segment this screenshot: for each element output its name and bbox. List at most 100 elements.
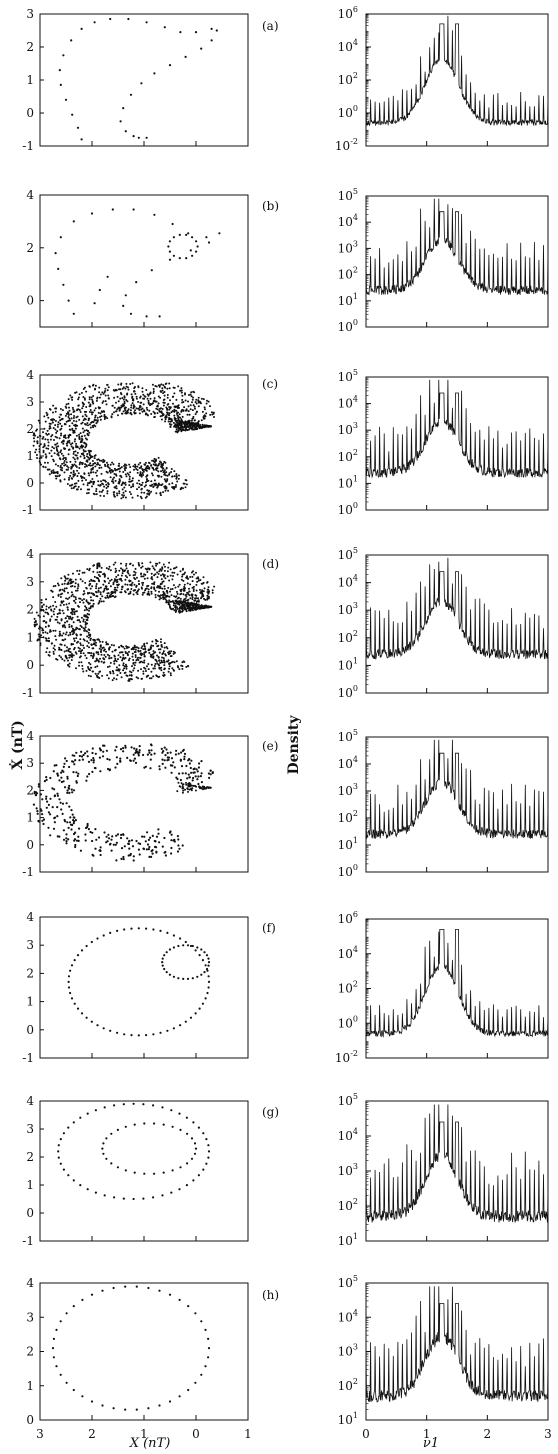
data-point	[71, 613, 74, 616]
data-point	[161, 581, 164, 583]
data-point	[61, 583, 64, 586]
data-point	[69, 633, 72, 636]
data-point	[165, 406, 168, 409]
data-point	[176, 590, 178, 593]
data-point	[169, 420, 172, 423]
data-point	[138, 661, 141, 664]
data-point	[205, 954, 209, 957]
data-point	[104, 390, 107, 392]
data-point	[183, 406, 186, 409]
data-point	[86, 645, 89, 647]
data-point	[82, 638, 85, 641]
data-point	[150, 413, 153, 415]
data-point	[54, 252, 57, 255]
data-point	[59, 83, 62, 86]
data-point	[42, 609, 45, 612]
data-point	[38, 457, 41, 460]
data-point	[89, 663, 92, 666]
y-tick-label: -1	[22, 865, 34, 879]
data-point	[210, 411, 213, 414]
data-point	[118, 409, 121, 412]
data-point	[85, 479, 87, 481]
data-point	[196, 580, 199, 583]
data-point	[139, 472, 142, 475]
data-point	[185, 764, 188, 768]
data-point	[141, 387, 144, 390]
data-point	[52, 411, 54, 414]
data-point	[123, 467, 126, 470]
data-point	[194, 949, 197, 952]
data-point	[151, 640, 154, 643]
data-point	[66, 606, 69, 609]
data-point	[105, 487, 108, 489]
data-point	[145, 136, 148, 139]
data-point	[164, 754, 167, 757]
data-point	[212, 411, 215, 414]
data-point	[194, 30, 198, 34]
data-point	[111, 592, 114, 595]
data-point	[132, 648, 135, 651]
data-point	[86, 750, 89, 753]
data-point	[67, 582, 70, 585]
data-point	[174, 753, 177, 756]
data-point	[120, 579, 123, 582]
x-tick-label: 0	[362, 1427, 370, 1441]
data-point	[80, 475, 82, 478]
data-point	[86, 640, 89, 643]
data-point	[119, 120, 122, 123]
data-point	[48, 452, 51, 455]
data-point	[102, 392, 105, 395]
data-point	[166, 478, 169, 481]
data-point	[126, 653, 129, 656]
data-point	[70, 413, 73, 416]
data-point	[172, 604, 175, 607]
data-point	[169, 407, 172, 410]
data-point	[169, 588, 172, 591]
data-point	[140, 465, 143, 468]
data-point	[168, 250, 171, 253]
data-point	[85, 460, 88, 463]
data-point	[59, 422, 62, 425]
data-point	[163, 674, 166, 676]
data-point	[134, 463, 137, 466]
data-point	[128, 480, 131, 483]
data-point	[158, 462, 161, 465]
data-point	[53, 613, 55, 616]
data-point	[200, 582, 203, 585]
data-point	[51, 446, 54, 448]
data-point	[75, 667, 77, 670]
x-tick-label: 1	[140, 1427, 148, 1441]
data-point	[91, 464, 94, 467]
data-point	[74, 845, 77, 849]
y-tick-label: -1	[22, 1051, 34, 1065]
data-point	[59, 588, 62, 591]
data-point	[202, 398, 205, 401]
data-point	[133, 583, 136, 586]
data-point	[78, 827, 81, 830]
data-point	[71, 823, 74, 827]
data-point	[67, 398, 70, 401]
data-point	[62, 603, 65, 606]
data-point	[147, 490, 150, 493]
data-point	[95, 493, 98, 496]
data-point	[85, 944, 88, 948]
data-point	[72, 411, 75, 413]
data-point	[112, 481, 115, 484]
data-point	[88, 423, 91, 426]
data-point	[109, 463, 112, 466]
data-point	[93, 409, 96, 412]
data-point	[173, 661, 176, 664]
data-point	[57, 464, 60, 467]
data-point	[185, 483, 188, 486]
data-point	[97, 836, 101, 839]
data-point	[174, 586, 177, 589]
data-point	[81, 599, 84, 602]
data-point	[112, 389, 115, 392]
data-point	[128, 592, 131, 595]
data-point	[77, 396, 80, 399]
data-point	[155, 850, 158, 853]
data-point	[200, 948, 203, 951]
data-point	[47, 444, 50, 447]
data-point	[97, 653, 100, 656]
data-point	[161, 387, 164, 390]
